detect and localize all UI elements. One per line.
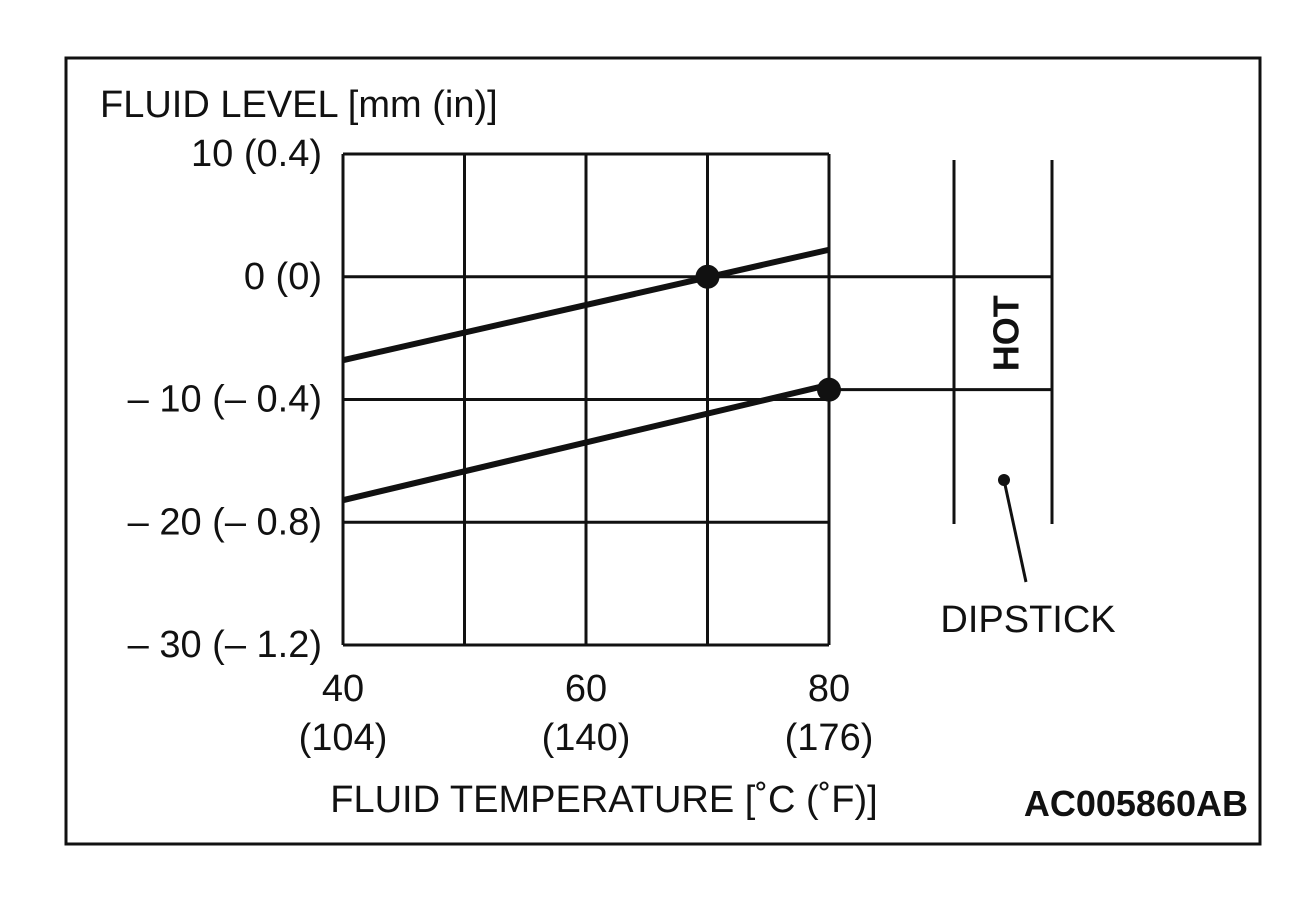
x-tick-label: 80 [808, 668, 850, 710]
y-tick-label: 0 (0) [244, 256, 322, 298]
series-line [342, 246, 830, 364]
y-tick-label: – 10 (– 0.4) [128, 379, 322, 421]
dipstick-diagram: DIPSTICK HOT [940, 160, 1116, 641]
y-tick-label: 10 (0.4) [191, 133, 322, 175]
dipstick-leader-line [1002, 479, 1028, 583]
series-line [342, 381, 830, 504]
x-axis-title: FLUID TEMPERATURE [˚C (˚F)] [330, 779, 877, 821]
x-tick-label: 60 [565, 668, 607, 710]
data-points [695, 264, 841, 402]
data-point [817, 377, 841, 402]
x-tick-sublabel: (140) [542, 717, 631, 759]
dipstick-label: DIPSTICK [940, 599, 1115, 641]
y-tick-label: – 30 (– 1.2) [128, 624, 322, 666]
x-tick-sublabel: (104) [299, 717, 388, 759]
x-tick-label: 40 [322, 668, 364, 710]
dipstick-connectors [829, 275, 1052, 392]
y-tick-labels: 10 (0.4) 0 (0) – 10 (– 0.4) – 20 (– 0.8) – 3… [128, 133, 322, 666]
y-tick-label: – 20 (– 0.8) [128, 501, 322, 543]
data-point [695, 264, 720, 289]
y-axis-title: FLUID LEVEL [mm (in)] [100, 84, 498, 126]
x-tick-sublabel: (176) [785, 717, 874, 759]
hot-label: HOT [986, 295, 1027, 371]
series-lines [342, 246, 830, 504]
x-tick-labels: 40 (104) 60 (140) 80 (176) [299, 668, 874, 759]
figure-frame [64, 56, 1262, 846]
figure-code: AC005860AB [1024, 783, 1248, 824]
